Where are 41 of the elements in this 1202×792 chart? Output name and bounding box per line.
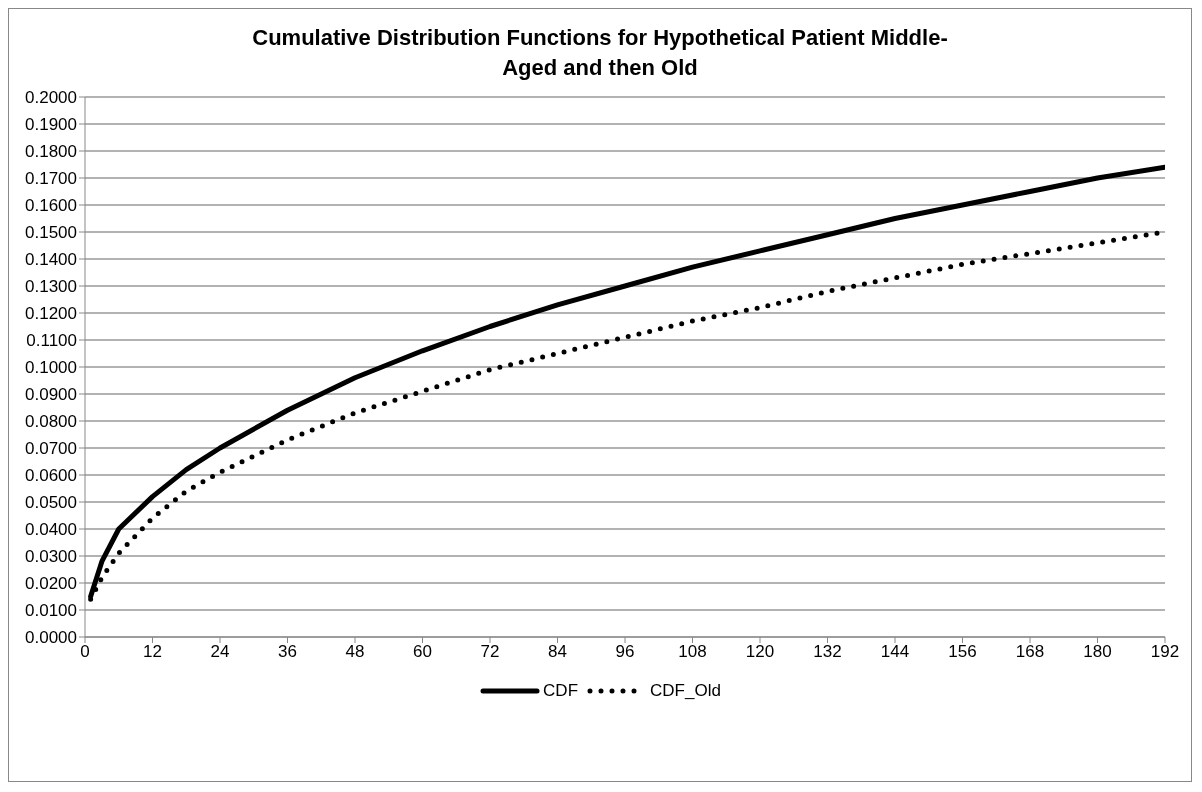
x-tick-label: 60 bbox=[413, 642, 432, 662]
x-tick-label: 24 bbox=[210, 642, 230, 662]
x-tick-label: 168 bbox=[1015, 642, 1045, 662]
x-tick-label: 48 bbox=[345, 642, 365, 662]
y-tick-label: 0.1600 bbox=[25, 196, 77, 216]
y-tick-label: 0.1300 bbox=[25, 277, 77, 297]
y-tick-label: 0.0000 bbox=[25, 628, 77, 648]
x-tick-label: 156 bbox=[948, 642, 977, 662]
y-tick-label: 0.1200 bbox=[25, 304, 77, 324]
x-tick-label: 132 bbox=[813, 642, 842, 662]
y-tick-label: 0.1400 bbox=[25, 250, 77, 270]
y-tick-label: 0.1700 bbox=[25, 169, 77, 189]
y-tick-label: 0.1900 bbox=[25, 115, 77, 135]
x-tick-label: 180 bbox=[1083, 642, 1112, 662]
y-tick-label: 0.0600 bbox=[25, 466, 77, 486]
x-tick-label: 108 bbox=[678, 642, 707, 662]
x-tick-label: 96 bbox=[615, 642, 635, 662]
x-tick-label: 84 bbox=[548, 642, 567, 662]
chart-title: Cumulative Distribution Functions for Hypothetical Patient Middle-Aged and then Old bbox=[251, 24, 949, 82]
y-tick-label: 0.1500 bbox=[25, 223, 77, 243]
y-tick-label: 0.0200 bbox=[25, 574, 77, 594]
x-tick-label: 144 bbox=[880, 642, 910, 662]
x-tick-label: 12 bbox=[143, 642, 162, 662]
x-tick-label: 36 bbox=[278, 642, 297, 662]
x-tick-label: 72 bbox=[480, 642, 500, 662]
y-tick-label: 0.0500 bbox=[25, 493, 77, 513]
legend-label: CDF bbox=[543, 681, 579, 701]
y-tick-label: 0.0800 bbox=[25, 412, 77, 432]
y-tick-label: 0.1800 bbox=[25, 142, 77, 162]
y-tick-label: 0.0100 bbox=[25, 601, 77, 621]
y-tick-label: 0.0700 bbox=[25, 439, 77, 459]
y-tick-label: 0.0400 bbox=[25, 520, 77, 540]
x-tick-label: 120 bbox=[745, 642, 775, 662]
y-tick-label: 0.2000 bbox=[25, 88, 77, 108]
x-tick-label: 192 bbox=[1150, 642, 1180, 662]
y-tick-label: 0.0300 bbox=[25, 547, 77, 567]
x-tick-label: 0 bbox=[80, 642, 90, 662]
y-tick-label: 0.1000 bbox=[25, 358, 77, 378]
y-tick-label: 0.1100 bbox=[26, 331, 77, 351]
y-tick-label: 0.0900 bbox=[25, 385, 77, 405]
legend-label: CDF_Old bbox=[650, 681, 721, 701]
